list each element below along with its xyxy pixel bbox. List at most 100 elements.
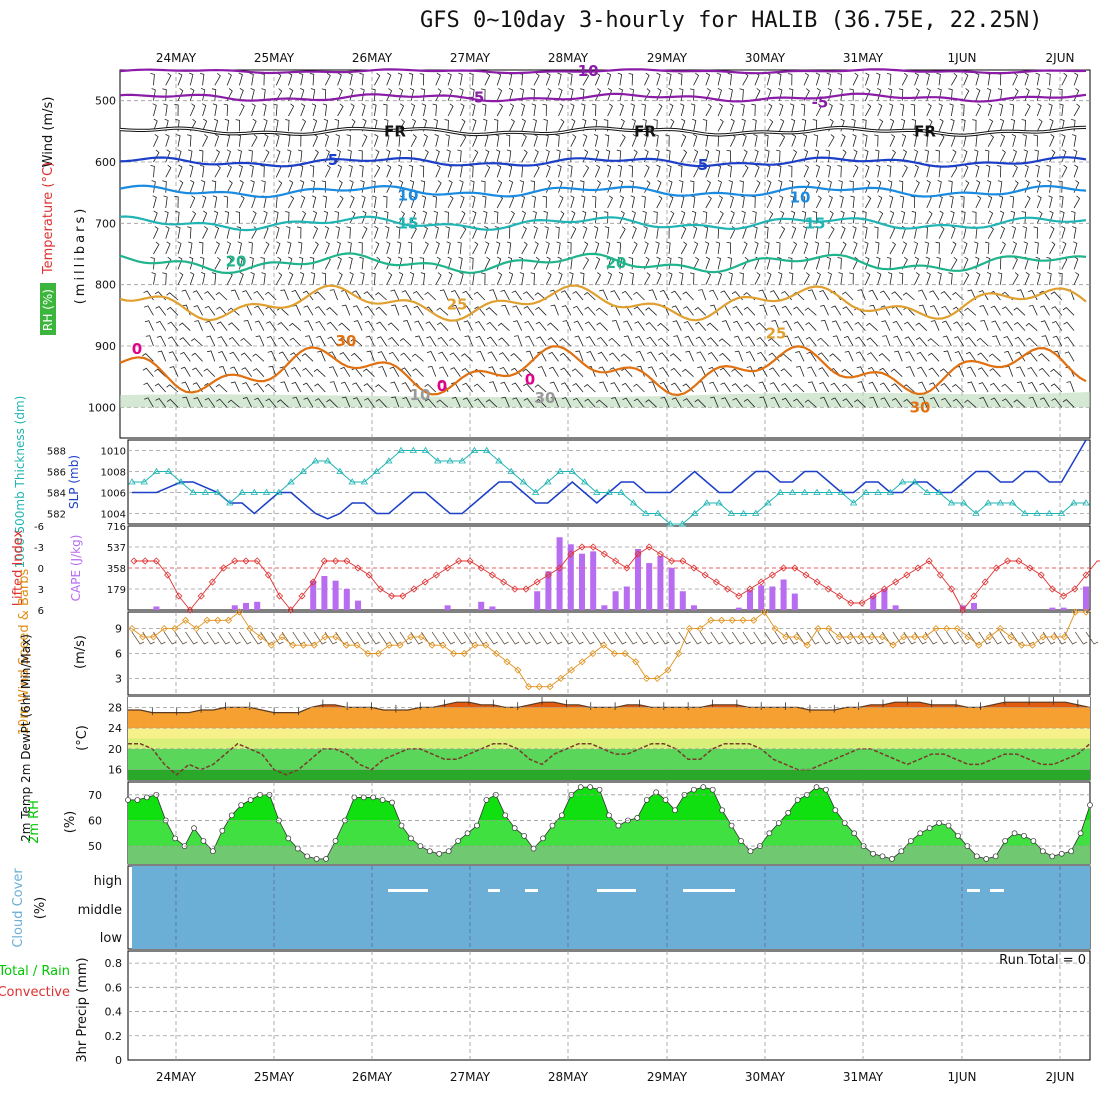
thickness-tick: 584 [47, 489, 66, 500]
wind-barb [903, 398, 915, 408]
wind-barb [704, 149, 710, 163]
rh-band-low [128, 846, 1090, 864]
cape-bar [355, 600, 361, 610]
wind-barb [1016, 289, 1026, 301]
wind-barb [990, 397, 1001, 408]
wind-barb [702, 118, 708, 132]
wind-speed-line-point [771, 625, 779, 633]
thickness-line-point [849, 499, 858, 506]
wind-barb [545, 164, 551, 178]
wind-barb [242, 382, 252, 393]
wind-speed-line-point [996, 625, 1004, 633]
wind-barb [940, 383, 952, 393]
li-line-point [914, 564, 922, 572]
wind-barb [569, 272, 574, 285]
contour-label: FR [914, 122, 936, 140]
wind-barb [174, 195, 179, 209]
wind-barb [1000, 149, 1006, 163]
wind-barb [274, 210, 279, 224]
wind-barb [988, 353, 1001, 362]
wind-barb-10m [946, 631, 959, 645]
wind-barb [656, 256, 661, 270]
wind-speed-line-point [128, 625, 136, 633]
wind-barb [728, 180, 733, 193]
wind-barb [484, 149, 490, 163]
rh-tick: 60 [88, 814, 102, 827]
wind-barb [828, 195, 833, 209]
wind-barb [1073, 103, 1081, 117]
wind-barb [375, 384, 387, 393]
date-label-top: 30MAY [745, 51, 786, 65]
thickness-line-point [1070, 499, 1078, 506]
wind-speed-line-point [342, 641, 350, 649]
wind-barb [424, 398, 437, 408]
wind-barb [200, 272, 206, 285]
wind-speed-line-point [149, 633, 158, 641]
wind-speed-line-point [546, 683, 554, 691]
cape-tick: 716 [107, 522, 126, 533]
wind-barb [808, 289, 817, 301]
li-line-point [712, 578, 720, 586]
wind-barb [680, 195, 685, 209]
cape-tick: 358 [107, 564, 126, 575]
wind-barb [656, 103, 663, 117]
wind-barb [494, 134, 500, 147]
wind-barb [1036, 210, 1043, 224]
wind-barb [311, 195, 317, 209]
wind-barb [877, 179, 882, 193]
cape-bar [971, 602, 977, 610]
wind-barb [511, 382, 523, 393]
wind-barb [558, 195, 564, 209]
wind-barb [509, 195, 515, 209]
wind-barb [741, 210, 746, 224]
wind-barb [177, 164, 183, 178]
wind-barb [346, 226, 351, 239]
wind-barb [481, 180, 486, 193]
axis-label: 1000-500mb Thickness (dm) [13, 396, 27, 569]
wind-barb [194, 320, 203, 331]
rh-line-point [1039, 848, 1046, 855]
cape-bar [612, 591, 619, 610]
li-line-point [522, 585, 530, 593]
wind-barb-10m [1074, 631, 1088, 645]
wind-barb-10m [914, 631, 927, 645]
wind-barb [264, 291, 277, 301]
wind-barb [829, 353, 842, 362]
wind-barb-10m [785, 631, 799, 645]
rh-line-point [408, 835, 414, 842]
wind-barb [235, 211, 240, 224]
thickness-line-point [458, 457, 466, 464]
wind-barb [433, 210, 438, 224]
wind-barb [248, 149, 253, 163]
wind-barb [743, 306, 756, 316]
wind-barb [592, 210, 598, 224]
wind-barb [508, 179, 514, 193]
wind-barb [230, 381, 240, 393]
cape-bar [534, 591, 541, 610]
wind-barb [150, 72, 155, 86]
li-line-point [164, 571, 172, 579]
wind-barb [238, 164, 243, 178]
thickness-line-point [226, 499, 234, 506]
wind-barb [314, 291, 326, 301]
wind-barb [938, 134, 945, 147]
wind-barb [819, 304, 829, 316]
wind-barb [1051, 306, 1063, 316]
contour-label: 0 [437, 377, 447, 395]
wind-barb [826, 164, 831, 178]
wind-barb [1049, 118, 1054, 132]
wind-barb [261, 88, 266, 101]
wind-barb [435, 164, 441, 178]
wind-barb [305, 335, 314, 347]
wind-barb [1035, 164, 1040, 178]
wind-barb [202, 134, 209, 147]
rh-line-point [728, 822, 735, 829]
wind-barb [716, 164, 722, 178]
wind-barb [214, 133, 220, 147]
wind-barb [545, 88, 552, 101]
wind-barb [1036, 195, 1042, 209]
wind-barb [766, 118, 774, 132]
wind-barb [435, 88, 442, 101]
wind-barb [556, 149, 561, 163]
wind-barb [1073, 88, 1080, 101]
